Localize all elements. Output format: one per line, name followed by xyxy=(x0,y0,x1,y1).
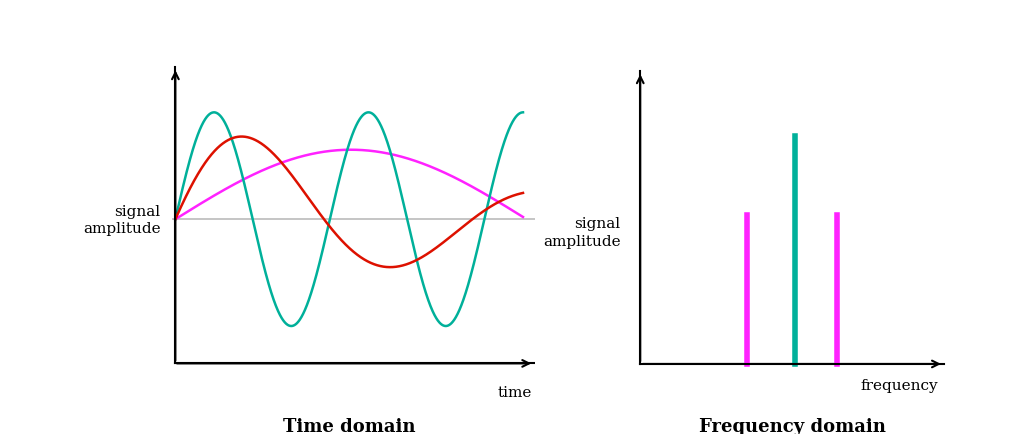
Text: time: time xyxy=(497,385,531,399)
Text: Frequency domain: Frequency domain xyxy=(699,417,886,434)
Text: frequency: frequency xyxy=(861,378,938,392)
Text: signal
amplitude: signal amplitude xyxy=(543,217,620,248)
Text: signal
amplitude: signal amplitude xyxy=(83,204,161,235)
Text: Time domain: Time domain xyxy=(283,417,415,434)
